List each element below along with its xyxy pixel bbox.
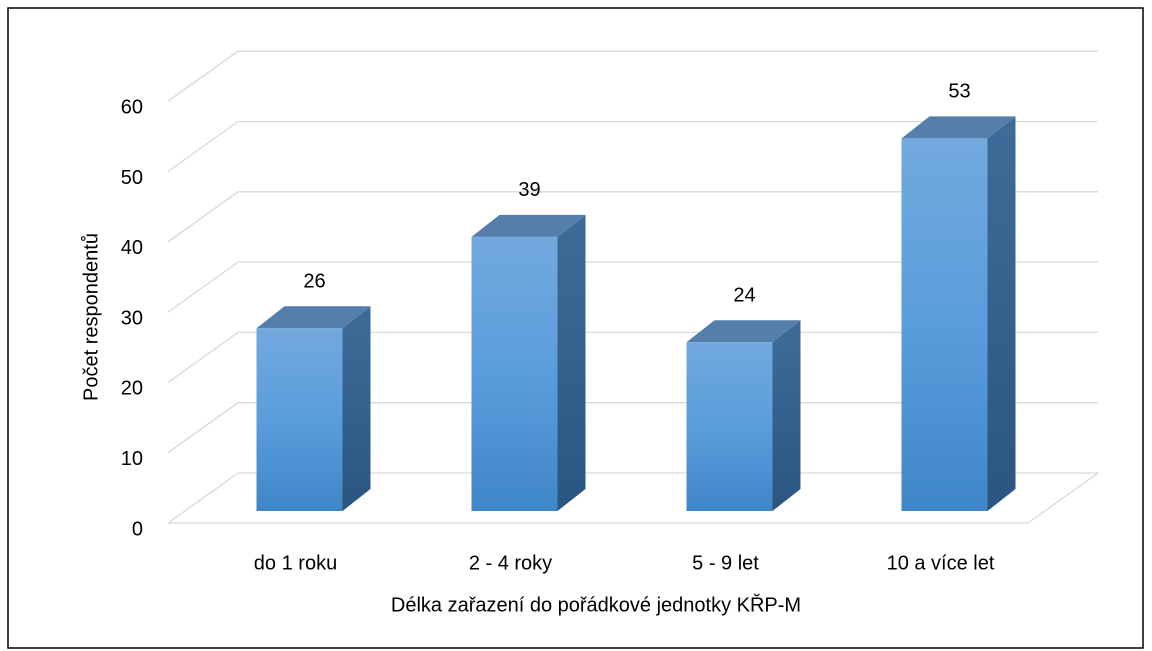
data-label: 24 — [733, 285, 755, 307]
data-label: 39 — [518, 179, 540, 201]
y-tick-label: 40 — [121, 237, 143, 259]
bar-top — [686, 320, 801, 343]
data-label: 53 — [948, 81, 970, 103]
grid-line — [167, 50, 1098, 102]
x-tick-label: 10 a více let — [887, 552, 995, 574]
x-tick-label: 5 - 9 let — [692, 552, 759, 574]
bar — [686, 342, 773, 511]
y-tick-label: 50 — [121, 167, 143, 189]
data-label: 26 — [303, 271, 325, 293]
bar — [471, 236, 558, 511]
bar-top — [471, 214, 586, 237]
grid-line — [167, 191, 1098, 243]
grid-line — [167, 331, 1098, 383]
frame — [7, 7, 1144, 649]
bar-top — [256, 306, 371, 329]
bar — [901, 138, 988, 511]
y-axis-title: Počet respondentů — [80, 233, 102, 401]
bar-side — [987, 116, 1016, 511]
bar-side — [342, 306, 371, 511]
grid-line — [167, 120, 1098, 173]
y-tick-label: 60 — [121, 96, 143, 118]
grid-line — [167, 402, 1098, 454]
x-axis-title: Délka zařazení do pořádkové jednotky KŘP… — [391, 593, 801, 616]
y-tick-label: 20 — [121, 378, 143, 400]
bar-side — [557, 214, 586, 511]
grid-line — [167, 472, 1099, 524]
bar-side — [772, 320, 801, 511]
y-tick-label: 0 — [132, 518, 143, 540]
x-tick-label: do 1 roku — [254, 552, 337, 574]
grid-line — [167, 261, 1098, 313]
y-tick-label: 30 — [121, 307, 143, 329]
y-tick-label: 10 — [121, 448, 143, 470]
x-tick-label: 2 - 4 roky — [469, 552, 552, 574]
bar — [256, 328, 343, 511]
bar-top — [901, 116, 1016, 139]
